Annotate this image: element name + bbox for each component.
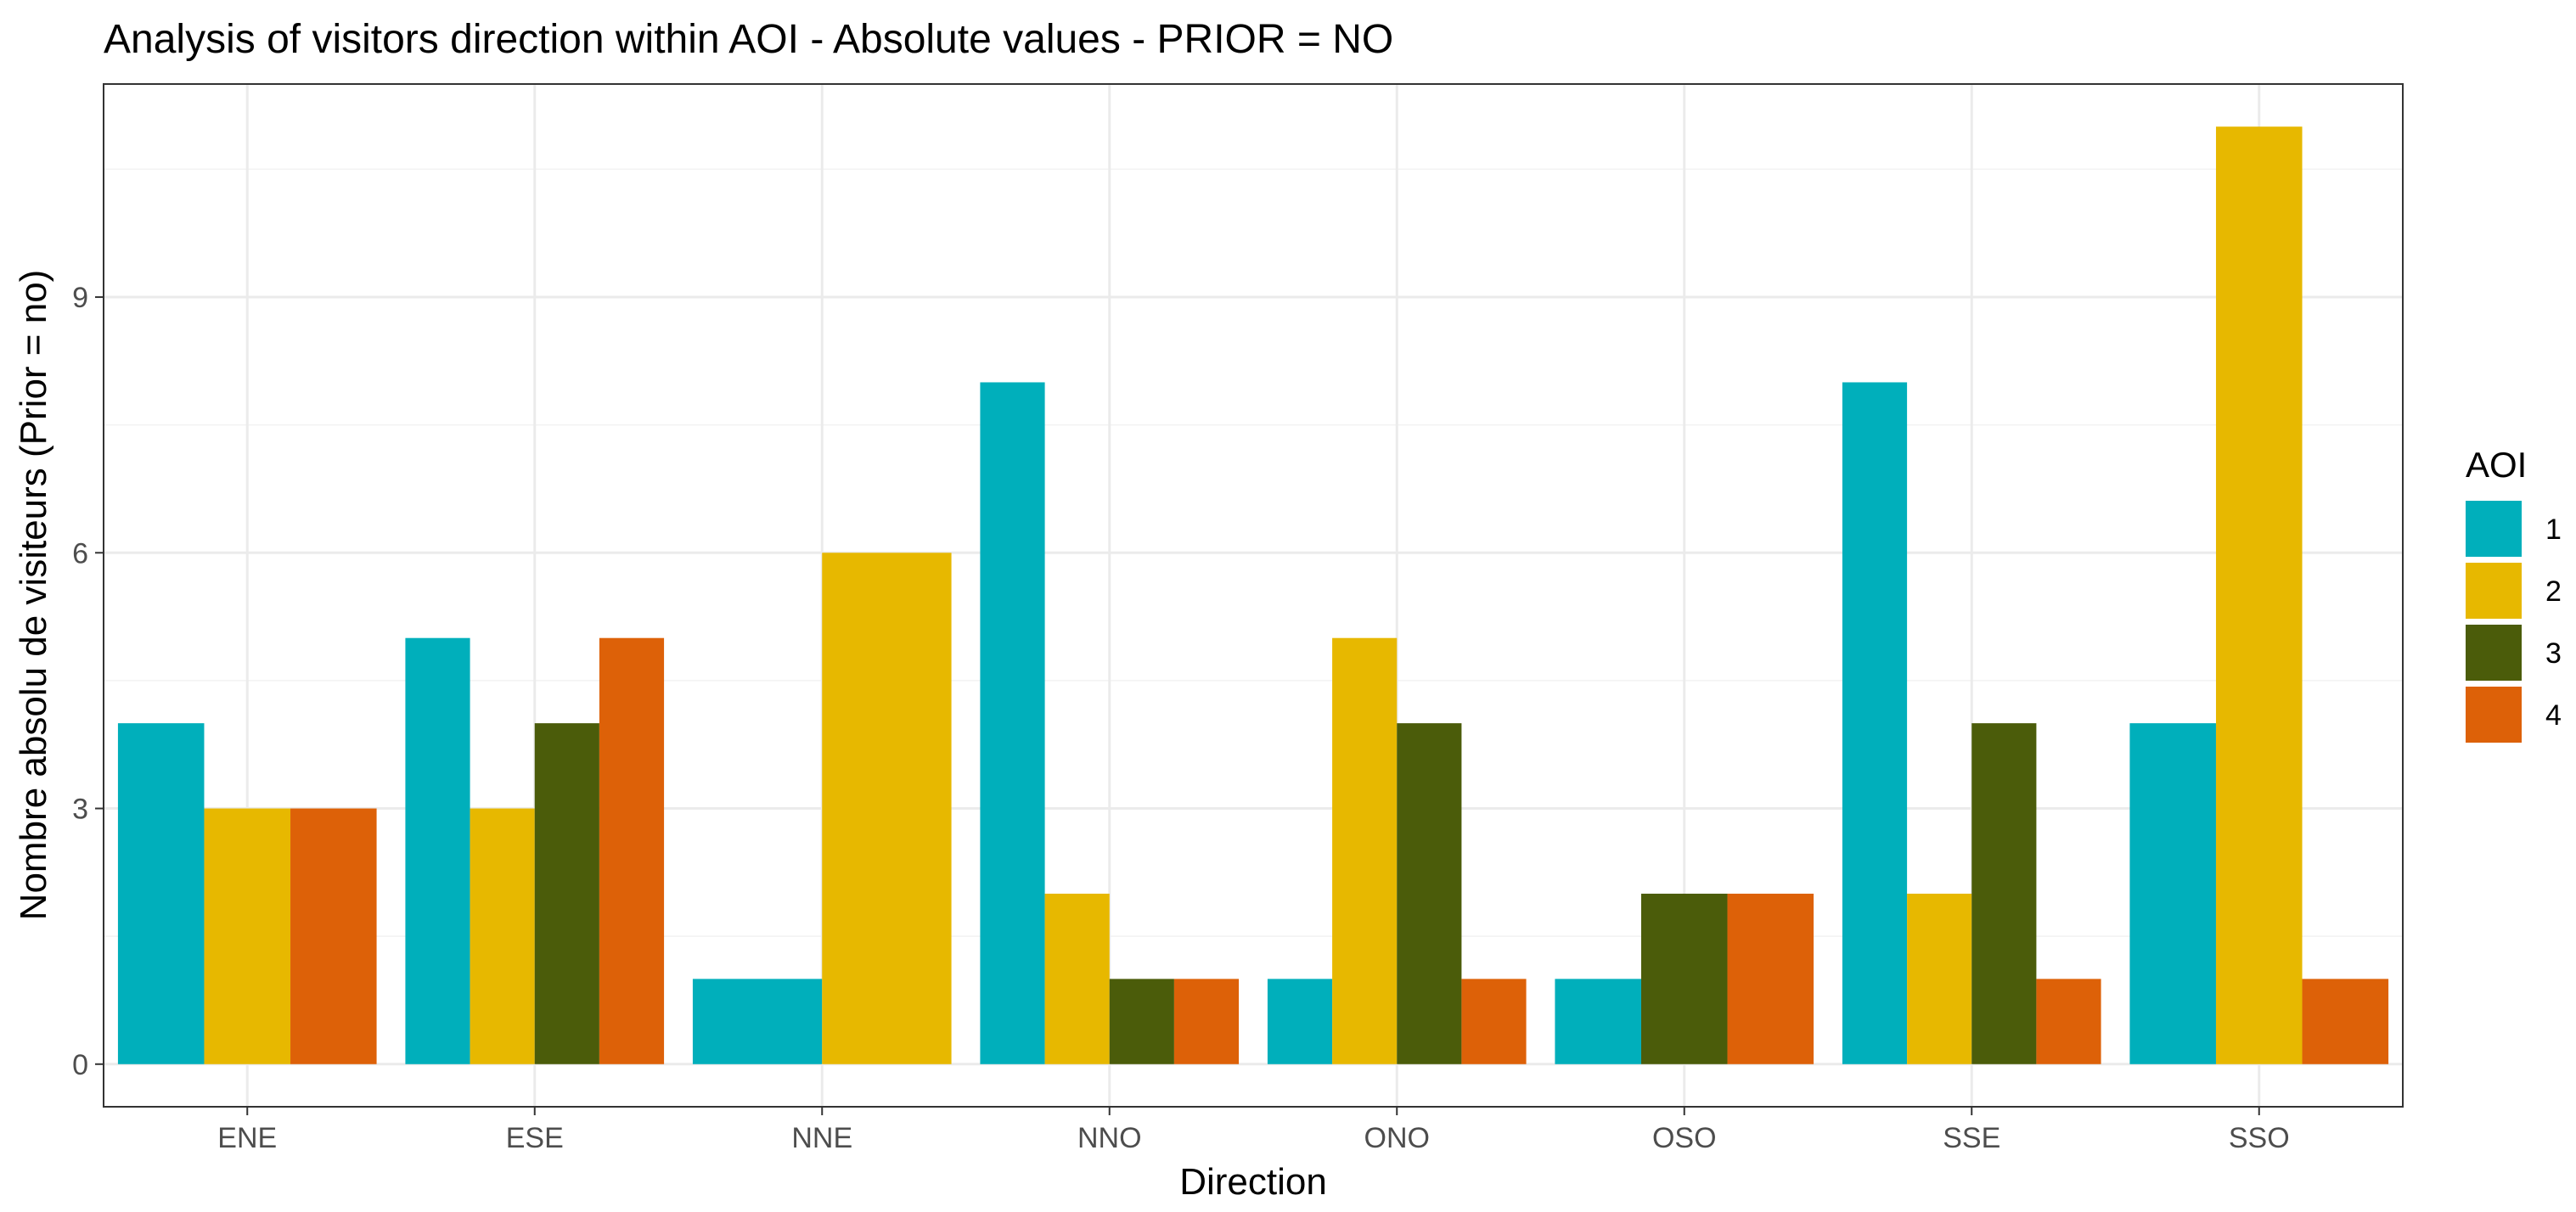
legend-key-4 [2466,687,2522,743]
bar-sse-aoi-3 [1971,723,2037,1064]
x-axis-ticks: ENE ESE NNE NNO ONO OSO SSE SSO [217,1107,2290,1154]
bar-nne-aoi-2 [822,553,952,1064]
legend-label-3: 3 [2545,637,2562,670]
chart-title: Analysis of visitors direction within AO… [104,17,1393,62]
y-tick-label: 0 [72,1049,88,1081]
y-tick-label: 6 [72,537,88,570]
bar-oso-aoi-4 [1727,893,1814,1064]
bar-sse-aoi-1 [1842,382,1908,1064]
y-tick-label: 9 [72,282,88,314]
bar-sse-aoi-4 [2036,979,2101,1064]
bars [117,126,2389,1064]
bar-ese-aoi-3 [534,723,599,1064]
legend-title: AOI [2466,445,2527,485]
bar-nno-aoi-1 [980,382,1045,1064]
bar-ese-aoi-2 [470,808,535,1064]
bar-ono-aoi-4 [1461,979,1527,1064]
x-tick-label-ese: ESE [506,1122,564,1154]
x-tick-label-sse: SSE [1943,1122,2000,1154]
bar-nno-aoi-2 [1044,893,1110,1064]
x-tick-label-oso: OSO [1652,1122,1717,1154]
bar-ono-aoi-3 [1397,723,1462,1064]
bar-sse-aoi-2 [1907,893,1972,1064]
x-tick-label-ono: ONO [1364,1122,1430,1154]
bar-ene-aoi-1 [117,723,205,1064]
x-tick-label-sso: SSO [2229,1122,2290,1154]
bar-nno-aoi-3 [1109,979,1174,1064]
legend-key-1 [2466,501,2522,557]
bar-ono-aoi-2 [1332,637,1398,1064]
bar-nne-aoi-1 [692,979,823,1064]
y-tick-label: 3 [72,794,88,826]
legend-label-2: 2 [2545,575,2562,608]
y-axis-title: Nombre absolu de visiteurs (Prior = no) [13,270,54,921]
legend: AOI 1 2 3 4 [2466,445,2562,743]
plot-border [103,83,2404,1108]
bar-sso-aoi-4 [2302,979,2389,1064]
bar-ese-aoi-1 [405,637,470,1064]
legend-label-1: 1 [2545,513,2562,546]
bar-nno-aoi-4 [1173,979,1240,1064]
x-tick-label-ene: ENE [217,1122,277,1154]
bar-oso-aoi-1 [1555,979,1641,1064]
bar-sso-aoi-1 [2129,723,2216,1064]
bar-ene-aoi-2 [204,808,291,1064]
x-axis-title: Direction [1179,1161,1327,1203]
x-tick-label-nno: NNO [1077,1122,1142,1154]
bar-ese-aoi-4 [599,637,665,1064]
x-tick-label-nne: NNE [791,1122,852,1154]
bar-sso-aoi-2 [2215,126,2303,1064]
legend-label-4: 4 [2545,699,2562,732]
bar-ono-aoi-1 [1267,979,1333,1064]
bar-ene-aoi-4 [290,808,377,1064]
y-axis-ticks: 0 3 6 9 [72,282,104,1081]
bar-oso-aoi-3 [1640,893,1728,1064]
legend-key-2 [2466,563,2522,619]
legend-key-3 [2466,625,2522,681]
